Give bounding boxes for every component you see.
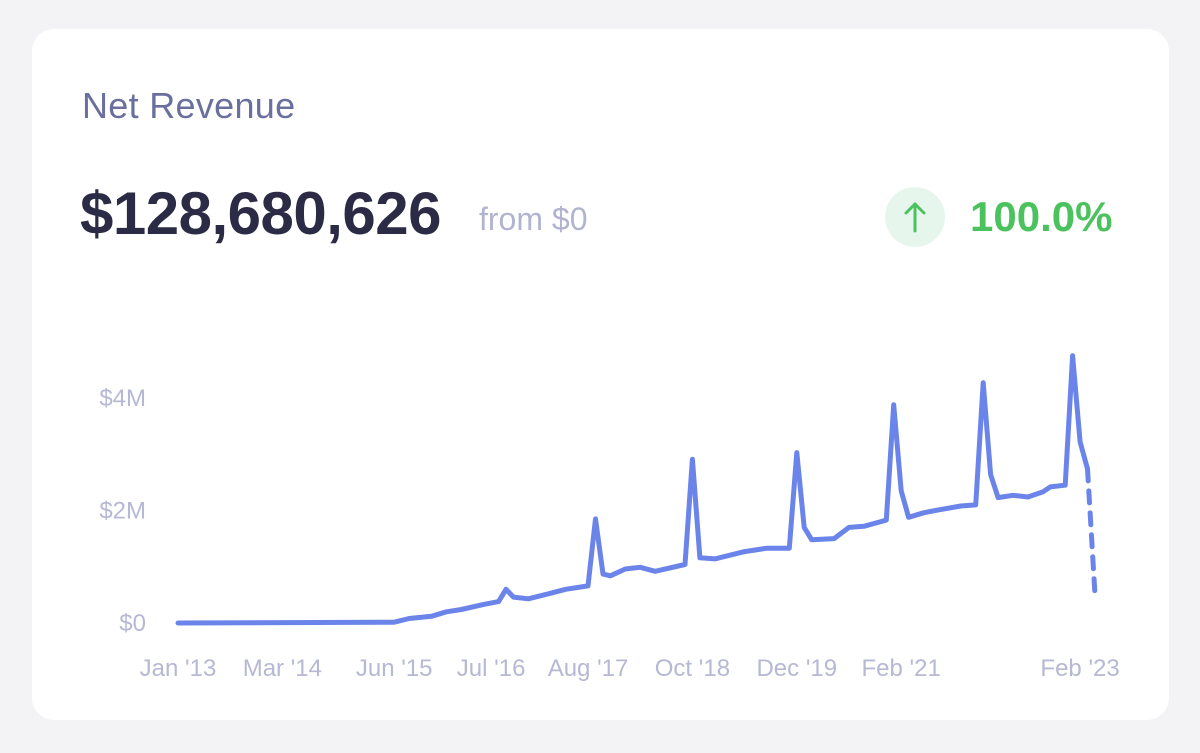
revenue-projected-line — [1085, 466, 1098, 598]
arrow-up-icon — [904, 202, 926, 233]
revenue-amount: $128,680,626 — [80, 180, 442, 247]
revenue-line — [175, 353, 1090, 626]
y-tick-label: $0 — [119, 610, 146, 637]
x-tick-label: Oct '18 — [655, 655, 730, 682]
comparison-text: from $0 — [479, 201, 588, 237]
trend-percentage: 100.0% — [970, 193, 1113, 240]
x-tick-label: Mar '14 — [243, 655, 322, 682]
x-tick-label: Aug '17 — [548, 655, 629, 682]
x-tick-label: Jul '16 — [457, 655, 526, 682]
y-tick-label: $2M — [99, 498, 146, 525]
x-tick-label: Feb '23 — [1040, 655, 1119, 682]
net-revenue-card: Net Revenue $128,680,626 from $0 100.0% — [32, 29, 1169, 720]
card-title: Net Revenue — [82, 85, 296, 126]
x-tick-label: Jun '15 — [356, 655, 433, 682]
x-tick-label: Feb '21 — [862, 655, 941, 682]
x-tick-label: Dec '19 — [756, 655, 837, 682]
x-tick-label: Jan '13 — [140, 655, 217, 682]
y-tick-label: $4M — [99, 385, 146, 412]
trend-badge — [885, 187, 945, 247]
